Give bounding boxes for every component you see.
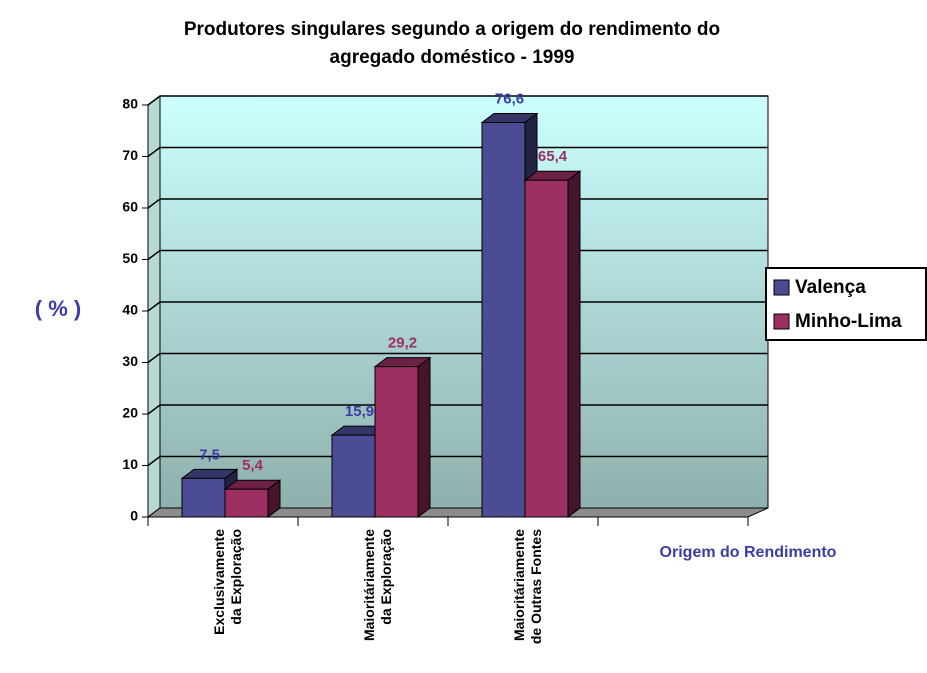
y-tick-label: 10 xyxy=(122,456,138,472)
bar-front xyxy=(481,122,526,518)
x-tick-label: da Exploração xyxy=(228,529,244,625)
y-tick-label: 60 xyxy=(122,199,138,215)
y-tick-label: 0 xyxy=(130,508,138,524)
y-tick-label: 40 xyxy=(122,302,138,318)
legend-label: Minho-Lima xyxy=(795,311,902,332)
legend-swatch xyxy=(773,279,790,296)
x-tick-label: Maioritáriamente xyxy=(361,529,377,641)
grid-line xyxy=(147,146,768,158)
value-label: 7,5 xyxy=(199,446,220,463)
y-tick-label: 20 xyxy=(122,405,138,421)
y-tick-label: 30 xyxy=(122,353,138,369)
bar-front xyxy=(331,434,376,518)
bar-side xyxy=(417,356,431,518)
bar-front xyxy=(224,488,269,518)
grid-line xyxy=(147,95,768,106)
value-label: 65,4 xyxy=(538,148,568,165)
bar-front xyxy=(374,366,419,518)
value-label: 5,4 xyxy=(242,457,264,474)
y-axis-label: ( % ) xyxy=(35,296,81,321)
chart-title: Produtores singulares segundo a origem d… xyxy=(184,19,720,40)
bar xyxy=(223,479,282,518)
legend-swatch xyxy=(773,313,790,330)
x-tick-label: Exclusivamente xyxy=(211,529,227,635)
chart-title: agregado doméstico - 1999 xyxy=(330,47,575,68)
bar-front xyxy=(524,179,569,518)
bar xyxy=(523,170,582,518)
x-tick-label: Maioritáriamente xyxy=(511,529,527,641)
legend-label: Valença xyxy=(795,277,866,298)
x-tick-label: da Exploração xyxy=(378,529,394,625)
x-tick-label: de Outras Fontes xyxy=(528,529,544,644)
bar-side xyxy=(567,170,581,518)
bar xyxy=(373,356,432,518)
legend xyxy=(765,267,927,341)
y-tick-label: 80 xyxy=(122,96,138,112)
y-tick-label: 50 xyxy=(122,250,138,266)
value-label: 15,9 xyxy=(345,403,374,420)
bar-front xyxy=(181,477,226,518)
x-axis-label: Origem do Rendimento xyxy=(660,544,837,561)
y-tick-label: 70 xyxy=(122,147,138,163)
value-label: 76,6 xyxy=(495,90,524,107)
value-label: 29,2 xyxy=(388,335,417,352)
